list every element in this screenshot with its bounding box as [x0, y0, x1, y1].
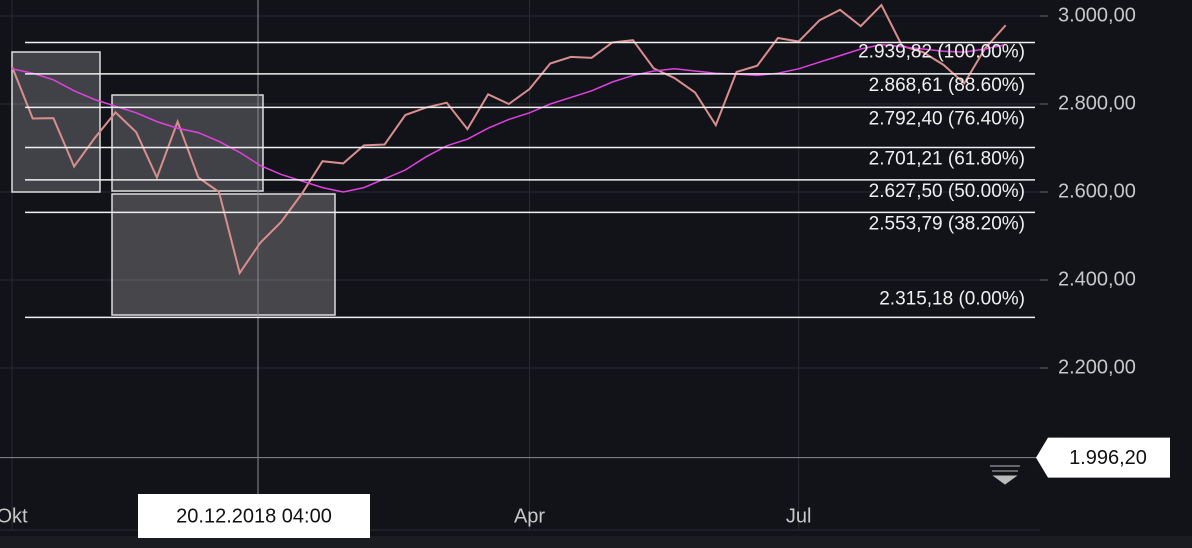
- y-tick-label: 2.400,00: [1058, 268, 1136, 290]
- box: [111, 94, 264, 192]
- scroll-icon[interactable]: [990, 465, 1020, 485]
- time-tag-label: 20.12.2018 04:00: [176, 505, 332, 527]
- x-tick-label: Okt: [0, 505, 28, 527]
- y-tick-label: 2.600,00: [1058, 180, 1136, 202]
- fib-label: 2.792,40 (76.40%): [869, 108, 1025, 129]
- fib-label: 2.627,50 (50.00%): [869, 181, 1025, 202]
- time-tag: [138, 494, 370, 538]
- x-tick-label: Apr: [514, 505, 545, 527]
- price-tag: [1036, 437, 1170, 478]
- price-tag-label: 1.996,20: [1069, 447, 1147, 469]
- y-tick-label: 3.000,00: [1058, 4, 1136, 26]
- series-line: [11, 43, 1006, 193]
- fib-label: 2.939,82 (100.00%): [858, 42, 1025, 63]
- grid: [0, 0, 1040, 530]
- series-line: [11, 3, 1007, 276]
- x-tick-label: Jul: [786, 505, 812, 527]
- fib-label: 2.868,61 (88.60%): [869, 75, 1025, 96]
- bottom-bar: [0, 536, 1192, 548]
- fib-label: 2.315,18 (0.00%): [879, 288, 1025, 309]
- box: [111, 193, 336, 316]
- fib-label: 2.701,21 (61.80%): [869, 148, 1025, 169]
- fib-label: 2.553,79 (38.20%): [869, 213, 1025, 234]
- y-tick-label: 2.800,00: [1058, 92, 1136, 114]
- y-tick-label: 2.200,00: [1058, 356, 1136, 378]
